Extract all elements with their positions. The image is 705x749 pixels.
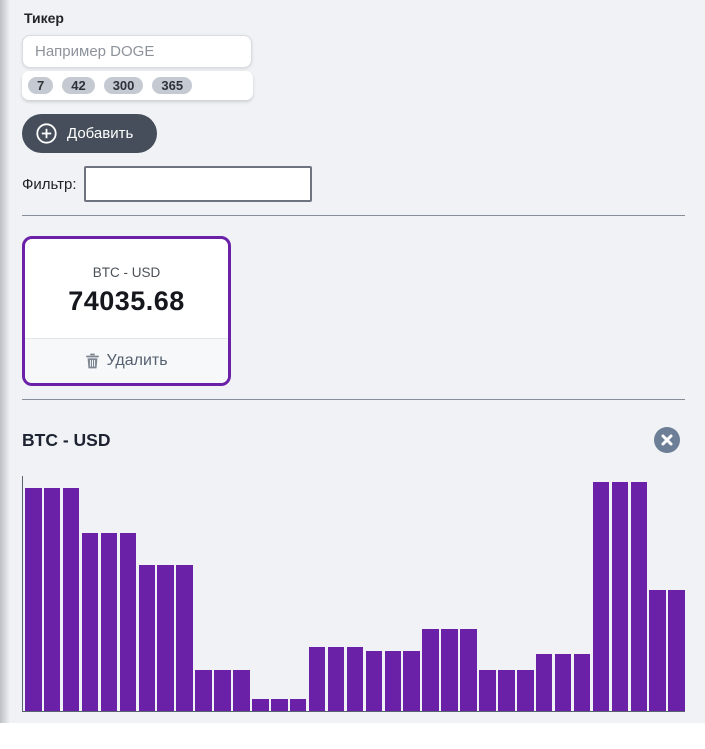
- chart-bar: [422, 629, 439, 711]
- chart-bar: [157, 564, 174, 711]
- filter-row: Фильтр:: [22, 166, 685, 202]
- price-card-btc-usd[interactable]: BTC - USD 74035.68 Удалить: [22, 236, 231, 386]
- chart-close-button[interactable]: [654, 427, 680, 453]
- period-pill-7[interactable]: 7: [28, 77, 54, 94]
- chart-bar: [100, 533, 118, 711]
- filter-label: Фильтр:: [22, 175, 77, 193]
- add-button[interactable]: Добавить: [22, 114, 158, 153]
- period-pill-300[interactable]: 300: [103, 77, 144, 94]
- chart-bar: [233, 670, 250, 711]
- chart-bar: [441, 629, 458, 711]
- chart-bar: [138, 564, 156, 711]
- window-edge-shadow: [0, 0, 10, 723]
- chart-bar: [252, 699, 269, 711]
- filter-input[interactable]: [83, 166, 312, 202]
- add-button-label: Добавить: [67, 125, 134, 142]
- chart-title: BTC - USD: [22, 429, 111, 450]
- chart-bar: [403, 651, 420, 711]
- chart-bar: [460, 629, 477, 711]
- chart-bar: [289, 699, 307, 711]
- period-pills-box: 7 42 300 365: [22, 71, 253, 100]
- chart-bar: [214, 670, 231, 711]
- chart-bar: [25, 488, 42, 711]
- chart-bar: [346, 647, 364, 711]
- ticker-input[interactable]: [22, 35, 252, 68]
- chart-bar: [630, 481, 648, 711]
- crypto-tracker-panel: Тикер 7 42 300 365 Добавить Фильтр: BTC …: [0, 0, 705, 723]
- chart-bar: [573, 654, 591, 711]
- chart-bar: [384, 651, 402, 711]
- chart-bar: [62, 488, 80, 711]
- price-value: 74035.68: [68, 286, 185, 316]
- chart-bar: [308, 647, 326, 711]
- trash-icon: [85, 353, 100, 369]
- chart-bar: [498, 670, 515, 711]
- period-pill-42[interactable]: 42: [62, 77, 95, 94]
- chart-bar: [327, 647, 345, 711]
- chart-bar: [649, 589, 666, 711]
- chart-bar: [516, 670, 534, 711]
- section-divider-top: [22, 215, 685, 216]
- chart-bar: [668, 589, 685, 711]
- chart-bar: [43, 488, 61, 711]
- chart-bar: [554, 654, 572, 711]
- chart-bar: [270, 699, 288, 711]
- close-icon: [660, 433, 674, 447]
- plus-circle-icon: [36, 123, 57, 144]
- chart-bar: [81, 533, 99, 711]
- chart-bar: [479, 670, 496, 711]
- chart-bar: [365, 651, 383, 711]
- pair-label: BTC - USD: [92, 265, 161, 280]
- chart-bar: [119, 533, 137, 711]
- chart-bar: [195, 670, 212, 711]
- price-bar-chart: [22, 476, 685, 712]
- delete-button[interactable]: Удалить: [25, 338, 228, 383]
- delete-button-label: Удалить: [106, 352, 168, 369]
- chart-bar: [535, 654, 553, 711]
- price-card-body: BTC - USD 74035.68: [25, 239, 228, 338]
- chart-bar: [176, 564, 193, 711]
- section-divider-bottom: [22, 399, 685, 400]
- chart-bar: [611, 481, 629, 711]
- period-pill-365[interactable]: 365: [152, 77, 193, 94]
- chart-header: BTC - USD: [22, 426, 685, 454]
- chart-bar: [592, 481, 610, 711]
- ticker-label: Тикер: [24, 10, 64, 26]
